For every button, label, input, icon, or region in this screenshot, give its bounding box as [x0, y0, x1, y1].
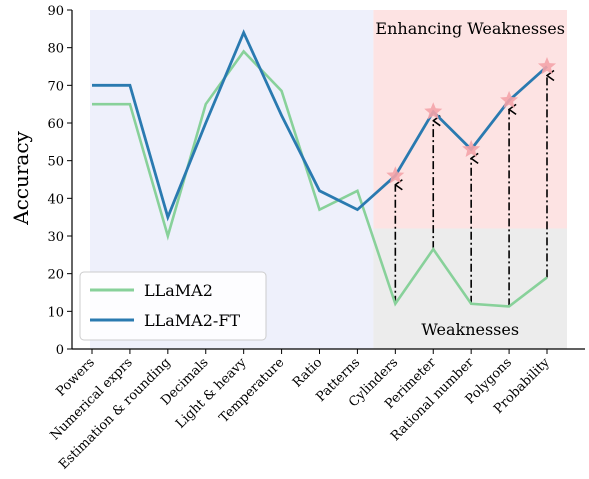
- star-marker-1: [424, 102, 443, 120]
- star-marker-2: [462, 139, 481, 158]
- legend: LLaMA2 LLaMA2-FT: [79, 271, 267, 341]
- y-tick-label-0: 0: [56, 343, 64, 358]
- y-tick-label-2: 20: [47, 268, 64, 283]
- x-tick-label-6: Ratio: [290, 355, 326, 391]
- axes: [71, 10, 585, 350]
- region-label-2: Weaknesses: [421, 320, 519, 339]
- star-marker-0: [386, 166, 405, 184]
- region-label-1: Enhancing Weaknesses: [375, 19, 565, 38]
- y-tick-label-3: 30: [47, 230, 64, 245]
- legend-label-1: LLaMA2-FT: [144, 311, 240, 330]
- star-marker-3: [500, 90, 519, 109]
- y-tick-label-4: 40: [47, 192, 64, 207]
- y-tick-label-7: 70: [47, 79, 64, 94]
- improvement-arrows: [395, 76, 547, 307]
- legend-label-0: LLaMA2: [144, 281, 213, 300]
- y-tick-label-5: 50: [47, 155, 64, 170]
- star-markers: [386, 57, 557, 184]
- region-1: [373, 10, 567, 229]
- y-tick-label-8: 80: [47, 42, 64, 57]
- y-tick-label-9: 90: [47, 4, 64, 19]
- y-tick-label-1: 10: [47, 305, 64, 320]
- y-axis-label: Accuracy: [9, 130, 33, 225]
- series-line-0: [92, 49, 548, 308]
- star-marker-4: [537, 57, 557, 75]
- y-tick-label-6: 60: [47, 117, 64, 132]
